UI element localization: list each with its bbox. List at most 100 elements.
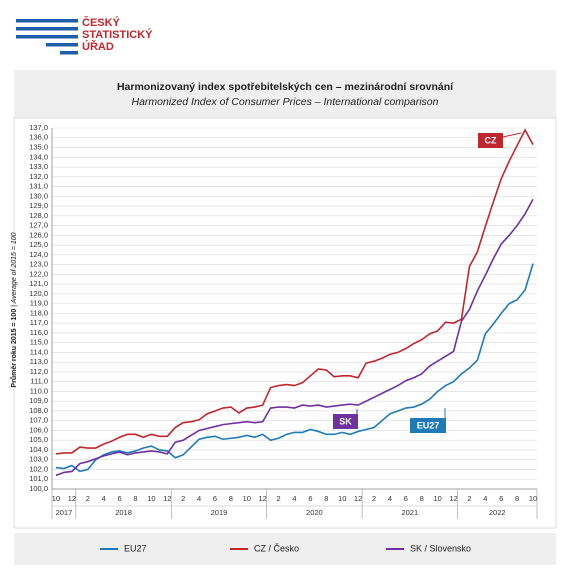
y-tick-label: 104,0 — [29, 445, 48, 454]
x-tick-label: 12 — [259, 494, 267, 503]
x-tick-label: 6 — [308, 494, 312, 503]
y-axis-title-cz: Průměr roku 2015 = 100 — [10, 309, 18, 388]
y-tick-label: 100,0 — [29, 484, 48, 493]
legend-label: EU27 — [124, 543, 147, 553]
year-label: 2022 — [489, 508, 506, 517]
series-line — [55, 128, 534, 455]
y-tick-label: 114,0 — [30, 347, 48, 356]
x-tick-label: 2 — [467, 494, 471, 503]
year-label: 2017 — [56, 508, 73, 517]
y-axis-title: Průměr roku 2015 = 100 | Average of 2015… — [10, 232, 18, 387]
annotation-label: SK — [339, 416, 352, 426]
x-tick-label: 6 — [213, 494, 217, 503]
y-tick-label: 127,0 — [29, 221, 48, 230]
logo-text: ČESKÝ — [82, 16, 121, 29]
x-tick-label: 2 — [181, 494, 185, 503]
y-tick-label: 125,0 — [29, 240, 48, 249]
annotation-label: CZ — [485, 135, 497, 145]
annotation-box — [410, 418, 446, 433]
x-tick-label: 12 — [68, 494, 76, 503]
y-tick-label: 126,0 — [29, 230, 48, 239]
x-tick-label: 10 — [147, 494, 155, 503]
y-tick-label: 117,0 — [30, 318, 48, 327]
series-line — [55, 198, 534, 477]
logo-stripe — [46, 43, 78, 47]
x-tick-label: 8 — [324, 494, 328, 503]
y-tick-label: 112,0 — [30, 367, 48, 376]
x-tick-label: 6 — [404, 494, 408, 503]
y-tick-label: 113,0 — [30, 357, 48, 366]
y-tick-label: 124,0 — [29, 250, 48, 259]
y-tick-label: 121,0 — [29, 279, 48, 288]
y-tick-label: 107,0 — [29, 416, 48, 425]
y-tick-label: 120,0 — [29, 289, 48, 298]
year-label: 2018 — [115, 508, 132, 517]
x-tick-label: 12 — [354, 494, 362, 503]
x-tick-label: 10 — [529, 494, 537, 503]
annotation-label: EU27 — [417, 420, 440, 430]
title-band — [14, 70, 556, 118]
x-tick-label: 10 — [433, 494, 441, 503]
y-tick-label: 133,0 — [29, 162, 48, 171]
x-tick-label: 12 — [163, 494, 171, 503]
x-tick-label: 6 — [499, 494, 503, 503]
legend-label: SK / Slovensko — [410, 543, 471, 553]
x-tick-label: 2 — [372, 494, 376, 503]
logo-text: ÚŘAD — [82, 40, 114, 53]
y-tick-label: 110,0 — [30, 386, 48, 395]
series-line — [55, 263, 534, 473]
y-tick-label: 134,0 — [29, 152, 48, 161]
y-tick-label: 128,0 — [29, 211, 48, 220]
x-tick-label: 12 — [449, 494, 457, 503]
x-tick-label: 4 — [388, 494, 392, 503]
y-tick-label: 132,0 — [29, 172, 48, 181]
y-tick-label: 135,0 — [29, 142, 48, 151]
y-tick-label: 137,0 — [29, 123, 48, 132]
x-tick-label: 2 — [277, 494, 281, 503]
y-tick-label: 108,0 — [29, 406, 48, 415]
annotation-pointer — [502, 132, 522, 138]
y-tick-label: 118,0 — [30, 308, 48, 317]
x-tick-label: 4 — [197, 494, 201, 503]
x-tick-label: 10 — [243, 494, 251, 503]
year-label: 2019 — [211, 508, 228, 517]
y-tick-label: 101,0 — [29, 474, 48, 483]
y-tick-label: 122,0 — [29, 269, 48, 278]
y-tick-label: 105,0 — [29, 435, 48, 444]
logo: ČESKÝ STATISTICKÝ ÚŘAD — [16, 16, 153, 55]
y-tick-label: 116,0 — [30, 328, 48, 337]
annotation-box — [333, 414, 358, 429]
logo-stripe — [60, 51, 78, 55]
annotation-box — [478, 133, 503, 148]
logo-stripe — [16, 19, 78, 23]
y-tick-label: 130,0 — [29, 191, 48, 200]
y-tick-label: 129,0 — [29, 201, 48, 210]
y-tick-label: 106,0 — [29, 425, 48, 434]
logo-stripe — [16, 27, 78, 31]
y-tick-label: 109,0 — [29, 396, 48, 405]
x-tick-label: 8 — [133, 494, 137, 503]
y-tick-label: 102,0 — [29, 464, 48, 473]
x-tick-label: 2 — [86, 494, 90, 503]
chart-subtitle: Harmonized Index of Consumer Prices – In… — [132, 96, 439, 108]
x-tick-label: 8 — [515, 494, 519, 503]
y-tick-label: 103,0 — [29, 455, 48, 464]
legend-label: CZ / Česko — [254, 543, 299, 553]
logo-text: STATISTICKÝ — [82, 28, 153, 41]
x-tick-label: 8 — [420, 494, 424, 503]
x-tick-label: 10 — [338, 494, 346, 503]
y-tick-label: 111,0 — [30, 377, 48, 386]
x-tick-label: 4 — [483, 494, 487, 503]
y-axis-title-en: | Average of 2015 = 100 — [11, 232, 18, 307]
y-tick-label: 136,0 — [29, 133, 48, 142]
chart-title: Harmonizovaný index spotřebitelských cen… — [117, 81, 454, 93]
y-tick-label: 119,0 — [30, 299, 48, 308]
y-tick-label: 131,0 — [29, 182, 48, 191]
year-label: 2021 — [401, 508, 418, 517]
x-tick-label: 4 — [102, 494, 106, 503]
x-tick-label: 10 — [52, 494, 60, 503]
x-tick-label: 6 — [117, 494, 121, 503]
x-tick-label: 8 — [229, 494, 233, 503]
year-label: 2020 — [306, 508, 323, 517]
